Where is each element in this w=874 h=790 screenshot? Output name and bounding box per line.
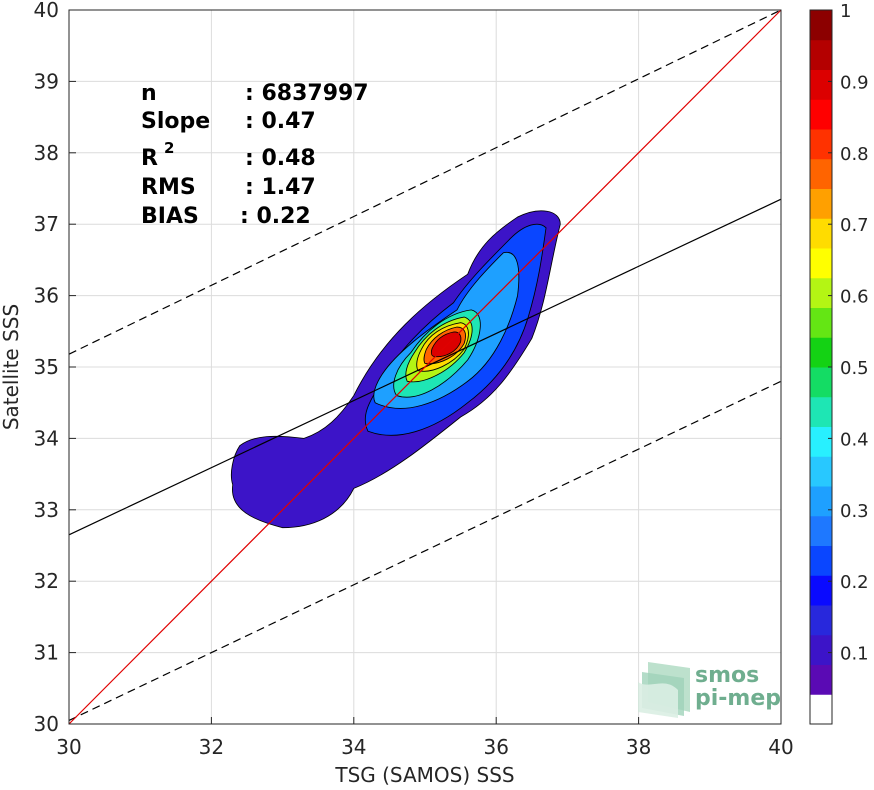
colorbar-tick-label: 0.4 [840, 429, 869, 450]
upper-bound-line [68, 9, 782, 355]
colorbar-swatch [810, 396, 832, 427]
stat-rms-value: : 1.47 [245, 175, 316, 200]
colorbar-swatch [810, 248, 832, 279]
stat-slope-value: : 0.47 [245, 109, 316, 134]
colorbar-swatch [810, 515, 832, 546]
colorbar-swatch [810, 129, 832, 160]
stat-bias-value: : 0.22 [240, 204, 311, 229]
colorbar-swatch [810, 307, 832, 338]
y-axis-ticks: 30 31 32 33 34 35 36 37 38 39 40 [34, 0, 76, 736]
y-tick-label: 31 [34, 641, 59, 665]
logo-line1: smos [695, 663, 759, 688]
lower-bound-line [68, 380, 782, 721]
y-tick-label: 40 [34, 0, 59, 22]
stat-rms-label: RMS [141, 175, 196, 200]
colorbar-swatch [810, 634, 832, 665]
y-tick-label: 34 [34, 426, 59, 450]
y-tick-label: 35 [34, 355, 59, 379]
colorbar-swatch [810, 188, 832, 219]
stat-r2-superscript: 2 [164, 139, 174, 157]
y-tick-label: 39 [34, 69, 59, 93]
x-tick-label: 38 [626, 735, 651, 759]
colorbar-tick-label: 1 [840, 1, 851, 22]
stat-n-value: : 6837997 [245, 81, 369, 106]
reference-lines [68, 9, 782, 725]
stat-r2-value: : 0.48 [245, 146, 316, 171]
y-axis-label: Satellite SSS [0, 304, 23, 430]
colorbar-tick-label: 0.9 [840, 72, 869, 93]
x-axis-label: TSG (SAMOS) SSS [334, 763, 514, 787]
stat-slope-label: Slope [141, 109, 210, 134]
logo-wave-icon [638, 662, 690, 718]
y-tick-label: 36 [34, 284, 59, 308]
colorbar-tick-label: 0.2 [840, 572, 869, 593]
y-tick-label: 32 [34, 569, 59, 593]
colorbar-swatch [810, 367, 832, 398]
colorbar-swatch [810, 39, 832, 70]
colorbar-ticks: 0.1 0.2 0.3 0.4 0.5 0.6 0.7 0.8 0.9 1 [828, 1, 869, 665]
logo-line2: pi-mep [695, 686, 781, 711]
x-tick-label: 34 [341, 735, 366, 759]
colorbar-swatch [810, 10, 832, 41]
colorbar-swatch [810, 575, 832, 606]
stat-r2-label: R [141, 146, 158, 171]
one-to-one-line [68, 9, 782, 725]
colorbar-swatch [810, 486, 832, 517]
x-tick-label: 40 [768, 735, 793, 759]
x-axis-ticks: 30 32 34 36 38 40 [56, 717, 794, 759]
colorbar-swatch [810, 158, 832, 189]
colorbar-swatch [810, 426, 832, 457]
smos-pimep-logo: smos pi-mep [638, 662, 781, 718]
stat-n-label: n [141, 81, 157, 106]
stat-bias-label: BIAS [141, 204, 199, 229]
x-tick-label: 30 [56, 735, 81, 759]
colorbar-tick-label: 0.1 [840, 644, 869, 665]
colorbar-swatch [810, 99, 832, 130]
colorbar-swatch [810, 337, 832, 368]
y-tick-label: 33 [34, 498, 59, 522]
colorbar-tick-label: 0.3 [840, 501, 869, 522]
colorbar-swatch [810, 218, 832, 249]
y-tick-label: 37 [34, 212, 59, 236]
stats-block: n : 6837997 Slope : 0.47 R 2 : 0.48 RMS … [141, 81, 369, 229]
colorbar-swatch [810, 605, 832, 636]
density-contours [230, 210, 561, 529]
y-tick-label: 30 [34, 712, 59, 736]
colorbar-swatch [810, 545, 832, 576]
y-tick-label: 38 [34, 141, 59, 165]
colorbar-tick-label: 0.6 [840, 287, 869, 308]
colorbar-swatch [810, 69, 832, 100]
colorbar-tick-label: 0.8 [840, 144, 869, 165]
colorbar [809, 9, 833, 725]
colorbar-swatch [810, 277, 832, 308]
colorbar-swatch [810, 664, 832, 695]
x-tick-label: 32 [199, 735, 224, 759]
colorbar-swatch [810, 456, 832, 487]
colorbar-tick-label: 0.5 [840, 358, 869, 379]
colorbar-swatch [810, 694, 832, 725]
x-tick-label: 36 [483, 735, 508, 759]
colorbar-tick-label: 0.7 [840, 215, 869, 236]
